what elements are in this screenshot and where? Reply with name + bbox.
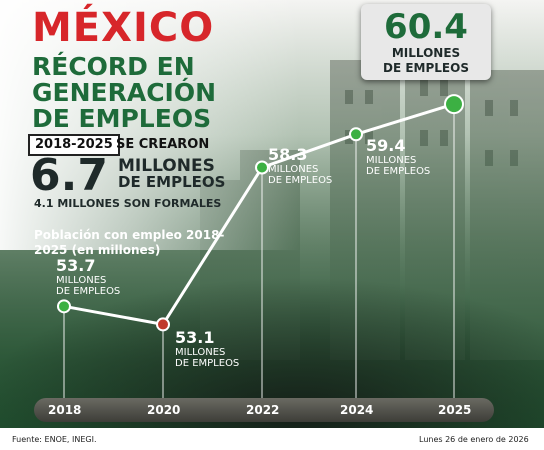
data-point-2024 [349,127,363,142]
peak-callout: 60.4 MILLONES DE EMPLEOS [361,4,491,80]
data-label-unit-1: MILLONES [56,275,107,287]
x-tick-2024: 2024 [340,403,374,417]
data-label-unit-2: DE EMPLEOS [56,286,121,298]
data-label-unit-1: MILLONES [366,155,417,167]
peak-unit-line-2: DE EMPLEOS [383,61,469,75]
subtitle-line-2: GENERACIÓN [32,78,217,107]
data-point-2022 [255,160,269,175]
formal-note: 4.1 MILLONES SON FORMALES [34,197,222,210]
data-label-2018: 53.7 MILLONES DE EMPLEOS [56,258,120,297]
data-label-unit-1: MILLONES [268,164,319,176]
data-label-value: 58.3 [268,145,308,165]
data-label-value: 53.1 [175,328,215,348]
data-point-2020 [156,317,170,332]
x-tick-2018: 2018 [48,403,82,417]
peak-unit-line-1: MILLONES [391,46,461,60]
created-unit-line-1: MILLONES [118,156,215,176]
chart-subtitle: Población con empleo 2018-2025 (en millo… [34,228,225,257]
data-label-unit-2: DE EMPLEOS [175,358,240,370]
data-label-2022: 58.3 MILLONES DE EMPLEOS [268,147,332,186]
data-label-unit-2: DE EMPLEOS [366,166,431,178]
data-label-2020: 53.1 MILLONES DE EMPLEOS [175,330,239,369]
created-value: 6.7 [30,150,108,201]
data-label-value: 53.7 [56,256,96,276]
created-label: SE CREARON [116,137,210,152]
data-point-2025 [444,94,464,115]
period-badge: 2018-2025 [28,134,120,156]
data-label-2024: 59.4 MILLONES DE EMPLEOS [366,138,430,177]
x-axis-bar [34,398,494,422]
created-unit-line-2: DE EMPLEOS [118,173,226,191]
publication-date: Lunes 26 de enero de 2026 [419,435,529,444]
x-tick-2020: 2020 [147,403,181,417]
x-tick-2022: 2022 [246,403,280,417]
data-label-unit-1: MILLONES [175,347,226,359]
peak-value: 60.4 [384,7,468,47]
data-point-2018 [57,299,71,314]
main-title: MÉXICO [32,5,215,51]
data-label-value: 59.4 [366,136,406,156]
source-note: Fuente: ENOE, INEGI. [12,435,97,444]
subtitle-line-3: DE EMPLEOS [32,104,212,133]
x-tick-2025: 2025 [438,403,472,417]
subtitle-line-1: RÉCORD EN [32,52,195,81]
data-label-unit-2: DE EMPLEOS [268,175,333,187]
